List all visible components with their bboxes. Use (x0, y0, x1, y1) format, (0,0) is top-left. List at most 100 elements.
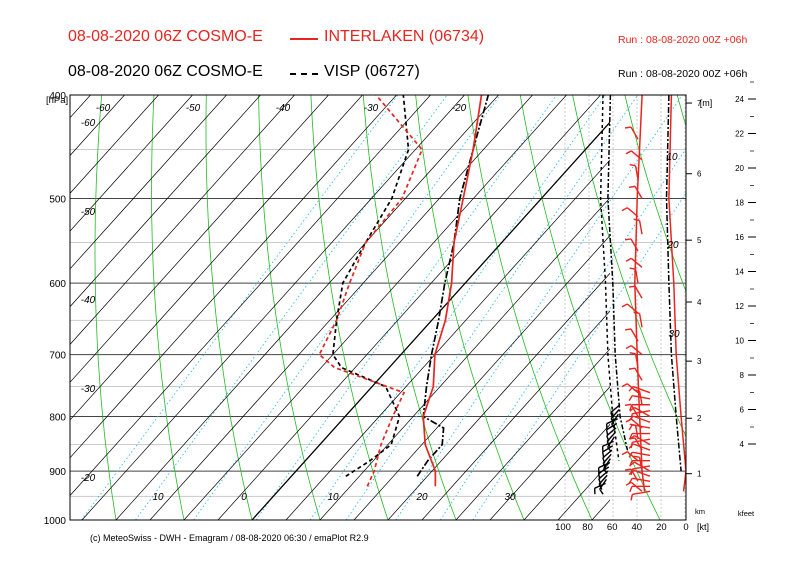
interlaken-wind-barb (634, 186, 643, 199)
mixing-ratio-line (345, 95, 639, 520)
isotherm-line (70, 95, 193, 232)
height-km-label: 4 (697, 298, 702, 307)
visp-run-label: 08-08-2020 06Z COSMO-E (68, 63, 263, 80)
interlaken-wind-barb (625, 150, 632, 155)
isotherm-line (455, 348, 610, 520)
wind-axis-label: 20 (656, 522, 667, 533)
interlaken-run-label: 08-08-2020 06Z COSMO-E (68, 28, 263, 45)
interlaken-wind-barb (624, 328, 632, 331)
visp-wind-barb (602, 449, 613, 459)
pressure-unit-label: [hPa] (46, 95, 68, 106)
kfeet-label: 8 (740, 371, 745, 380)
interlaken-wind-barb (632, 477, 651, 483)
visp-wind-barb (594, 482, 606, 489)
height-axis-unit: [m] (700, 98, 713, 108)
interlaken-wind-barb (634, 353, 639, 368)
interlaken-wind-barb (632, 394, 651, 400)
interlaken-wind-barb (630, 404, 639, 417)
interlaken-wind-barb (630, 238, 639, 252)
pressure-tick-label: 400 (49, 91, 66, 102)
interlaken-wind-barb (632, 469, 651, 477)
isotherm-line (387, 272, 610, 520)
isotherm-label: 30 (504, 492, 516, 503)
height-km-label: 2 (697, 414, 702, 423)
visp-wind-barb (606, 422, 618, 431)
wind-axis-label: 60 (607, 522, 618, 533)
interlaken-wind-barb (634, 269, 639, 284)
interlaken-wind-barb (633, 218, 640, 222)
pressure-tick-label: 600 (49, 279, 66, 290)
adiabat-label: -60 (81, 118, 96, 129)
dry-adiabat-line (151, 95, 185, 520)
kfeet-label: 10 (735, 337, 744, 346)
wind-axis-label: 0 (683, 522, 688, 533)
kfeet-label: 22 (735, 130, 744, 139)
adiabat-label: -40 (81, 295, 96, 306)
visp-wind-barb (599, 488, 604, 495)
kfeet-label: 20 (735, 164, 744, 173)
isotherm-line (285, 159, 610, 520)
interlaken-wind-barb (629, 267, 636, 270)
kfeet-label: 16 (735, 233, 744, 242)
visp-wind-barb (606, 418, 618, 425)
interlaken-wind-barb (629, 435, 635, 440)
isotherm-label: -20 (452, 103, 467, 114)
kfeet-label: 4 (740, 440, 745, 449)
interlaken-wind-barb (629, 351, 636, 355)
kfeet-unit-label: kfeet (738, 509, 755, 518)
isotherm-line (217, 95, 601, 520)
isotherm-line (353, 235, 610, 520)
dry-adiabat-line (258, 95, 321, 520)
visp-dewpoint-line (332, 95, 410, 478)
interlaken-wind-barb (629, 163, 636, 167)
interlaken-wind-barb (626, 451, 639, 462)
interlaken-temperature-line (422, 95, 483, 487)
isotherm-line (0, 95, 23, 520)
pressure-tick-label: 500 (49, 194, 66, 205)
background-grid (70, 95, 686, 520)
visp-station-label: VISP (06727) (324, 63, 420, 80)
interlaken-wind-barb (629, 406, 635, 412)
wind-axis-label: 100 (555, 522, 571, 533)
interlaken-wind-barb (634, 406, 651, 418)
visp-wind-barb (602, 440, 614, 447)
interlaken-wind-barb (624, 403, 632, 406)
interlaken-wind-barb (633, 389, 640, 392)
interlaken-wind-barb (628, 424, 633, 431)
height-km-label: 1 (697, 470, 702, 479)
visp-wind-barb (610, 409, 620, 419)
isotherm-line (70, 95, 261, 308)
interlaken-wind-barb (633, 311, 640, 315)
isotherm-line (0, 95, 57, 520)
interlaken-wind-barb (628, 477, 633, 484)
interlaken-wind-barb (632, 490, 651, 496)
kfeet-label: 14 (735, 268, 744, 277)
interlaken-wind-barb (630, 150, 643, 161)
interlaken-wind-barb (630, 126, 639, 140)
dry-adiabat-line (572, 95, 686, 438)
interlaken-wind-barb (624, 468, 632, 471)
isotherm-line (421, 310, 610, 520)
interlaken-wind-barb (634, 165, 639, 180)
isotherm-zero-label: 0 (241, 492, 247, 503)
dry-adiabat-line (362, 95, 457, 520)
mixing-ratio-line (81, 95, 399, 520)
plot-frame (69, 94, 687, 521)
interlaken-wind-barb (634, 437, 643, 451)
visp-wind-barb (598, 470, 609, 480)
mixing-ratio-line (193, 95, 501, 520)
isotherm-line (70, 95, 329, 383)
interlaken-wind-barb (630, 328, 639, 342)
interlaken-wind-barb (628, 185, 636, 188)
kfeet-label: 24 (735, 95, 744, 104)
profiles (0, 95, 610, 520)
height-km-label: 5 (697, 236, 702, 245)
dry-adiabat-line (310, 95, 389, 520)
interlaken-wind-barb (628, 367, 636, 370)
isotherm-line (70, 95, 397, 459)
kfeet-label: 6 (740, 406, 745, 415)
interlaken-wind-barb (632, 424, 651, 429)
interlaken-wind-barb (621, 383, 628, 388)
interlaken-wind-barb (638, 220, 643, 235)
